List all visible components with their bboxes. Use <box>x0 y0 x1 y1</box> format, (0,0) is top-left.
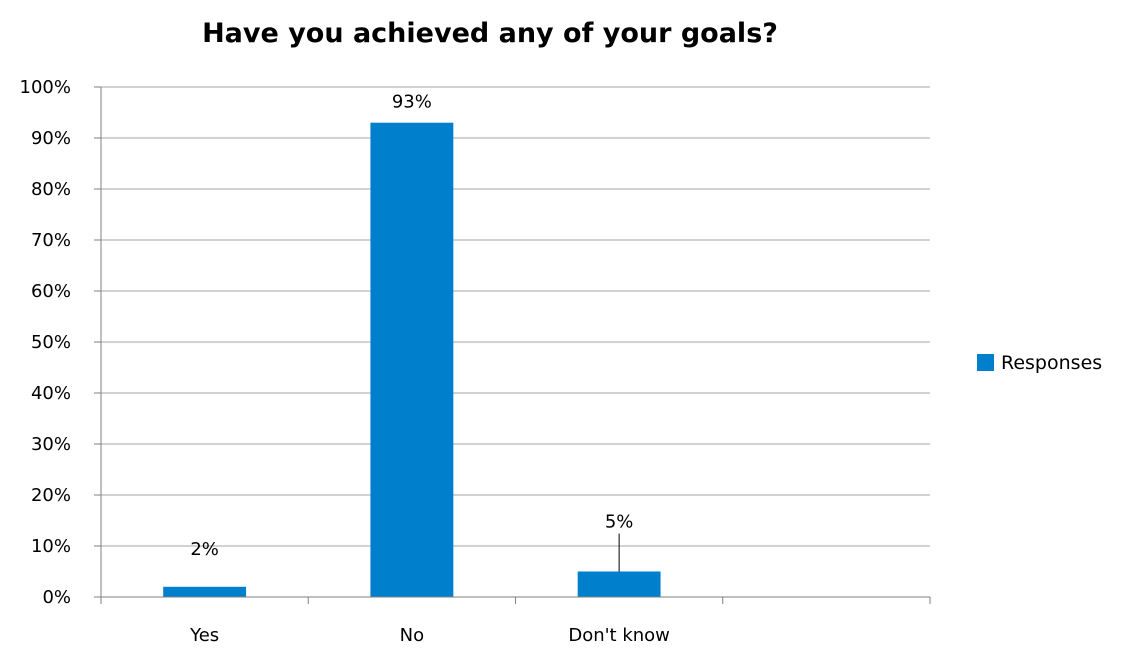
legend-label: Responses <box>1001 352 1102 374</box>
x-axis: Yes No Don't know <box>100 87 931 646</box>
data-label: 93% <box>392 92 432 113</box>
chart-title: Have you achieved any of your goals? <box>202 18 778 49</box>
y-tick-label: 30% <box>31 434 71 455</box>
y-tick-label: 100% <box>20 77 71 98</box>
gridlines <box>101 86 930 547</box>
x-category-label: Don't know <box>568 625 670 646</box>
y-axis-ticks: 0% 10% 20% 30% 40% 50% 60% 70% 80% 90% 100% <box>20 77 101 608</box>
y-tick-label: 80% <box>31 179 71 200</box>
data-label: 2% <box>190 539 219 560</box>
y-tick-label: 0% <box>42 587 71 608</box>
bars <box>163 122 661 597</box>
y-tick-label: 20% <box>31 485 71 506</box>
x-category-label: No <box>400 625 424 646</box>
data-label: 5% <box>605 512 634 533</box>
bar <box>370 122 454 597</box>
legend: Responses <box>977 352 1102 374</box>
y-tick-label: 40% <box>31 383 71 404</box>
y-tick-label: 10% <box>31 536 71 557</box>
y-tick-label: 70% <box>31 230 71 251</box>
y-tick-label: 50% <box>31 332 71 353</box>
y-tick-label: 90% <box>31 128 71 149</box>
bar <box>163 586 247 597</box>
x-category-label: Yes <box>189 625 219 646</box>
legend-swatch <box>977 354 994 371</box>
y-tick-label: 60% <box>31 281 71 302</box>
bar <box>577 571 661 597</box>
data-labels: 2% 93% 5% <box>190 92 633 572</box>
